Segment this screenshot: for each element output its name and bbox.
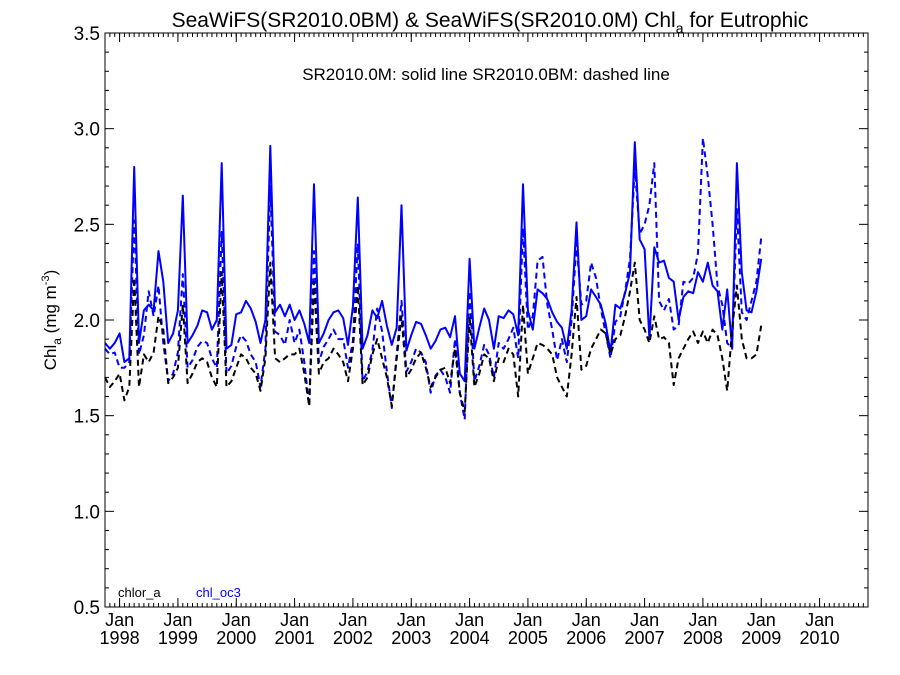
x-tick-label-year: 2001	[275, 628, 315, 648]
series-line-oc3_BM	[104, 137, 763, 421]
x-tick-label-month: Jan	[747, 610, 776, 630]
x-tick-label-month: Jan	[630, 610, 659, 630]
y-axis-label-prefix: Chl	[41, 345, 60, 371]
x-tick-label-year: 2005	[508, 628, 548, 648]
chart-title: SeaWiFS(SR2010.0BM) & SeaWiFS(SR2010.0M)…	[172, 9, 809, 36]
x-tick-label-year: 2002	[333, 628, 373, 648]
line-style-annotation: SR2010.0M: solid line SR2010.0BM: dashed…	[302, 65, 670, 84]
x-tick-label-year: 2000	[216, 628, 256, 648]
series-group	[104, 137, 763, 421]
x-tick-label-year: 2006	[566, 628, 606, 648]
x-tick-label-month: Jan	[455, 610, 484, 630]
x-tick-label-year: 1999	[158, 628, 198, 648]
chart-title-prefix: SeaWiFS(SR2010.0BM) & SeaWiFS(SR2010.0M)…	[172, 9, 676, 32]
x-tick-label-month: Jan	[805, 610, 834, 630]
y-tick-label: 0.5	[74, 598, 100, 619]
chart-title-subscript: a	[676, 20, 684, 36]
y-tick-label: 1.5	[74, 407, 100, 428]
y-axis-label-subscript: a	[50, 338, 64, 345]
legend-chl-oc3: chl_oc3	[196, 585, 241, 600]
x-tick-label-month: Jan	[222, 610, 251, 630]
x-tick-label-month: Jan	[105, 610, 134, 630]
series-line-oc3_M	[104, 141, 763, 383]
chart-title-suffix: for Eutrophic	[684, 9, 809, 32]
x-tick-label-month: Jan	[513, 610, 542, 630]
legend-chlor-a: chlor_a	[118, 585, 161, 600]
plot-frame	[104, 32, 869, 608]
x-tick-label-month: Jan	[338, 610, 367, 630]
x-tick-label-year: 2009	[741, 628, 781, 648]
y-tick-label: 3.0	[74, 120, 100, 141]
x-tick-label-year: 2008	[683, 628, 723, 648]
y-axis-label: Chla (mg m-3)	[40, 270, 64, 371]
y-axis-label-unit-superscript: -3	[40, 275, 52, 285]
x-ticks: Jan1998Jan1999Jan2000Jan2001Jan2002Jan20…	[100, 33, 864, 648]
x-tick-label-month: Jan	[397, 610, 426, 630]
y-tick-label: 2.5	[74, 215, 100, 236]
y-axis-label-unit: (mg m	[41, 285, 60, 338]
x-tick-label-month: Jan	[280, 610, 309, 630]
y-tick-label: 1.0	[74, 502, 100, 523]
x-tick-label-year: 2004	[450, 628, 490, 648]
x-tick-label-year: 2010	[800, 628, 840, 648]
x-tick-label-year: 2003	[391, 628, 431, 648]
y-tick-label: 2.0	[74, 311, 100, 332]
y-ticks: 0.5 1.0 1.5 2.0 2.5 3.0 3.5	[74, 24, 868, 619]
y-tick-label: 3.5	[74, 24, 100, 45]
x-tick-label-year: 1998	[100, 628, 140, 648]
x-tick-label-month: Jan	[688, 610, 717, 630]
y-axis-label-unit-end: )	[41, 270, 60, 276]
series-line-chlor_BM	[104, 261, 763, 413]
x-tick-label-month: Jan	[163, 610, 192, 630]
x-tick-label-month: Jan	[572, 610, 601, 630]
x-tick-label-year: 2007	[625, 628, 665, 648]
